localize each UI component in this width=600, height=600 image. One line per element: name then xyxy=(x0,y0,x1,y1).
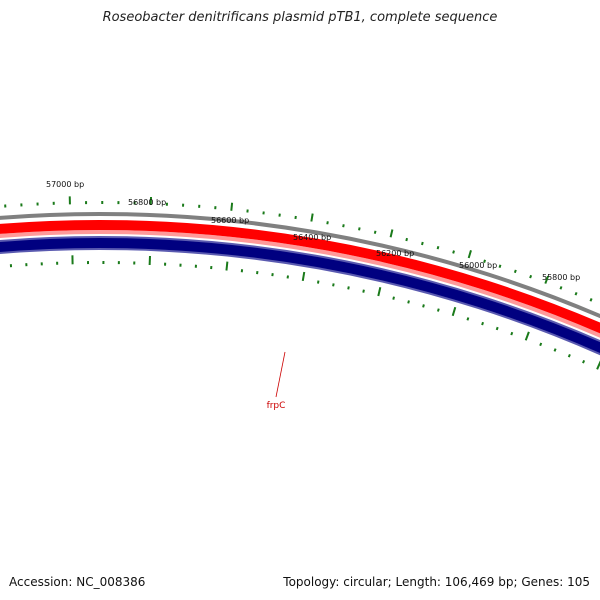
ruler-minor-tick xyxy=(582,359,586,364)
ruler-major-tick xyxy=(301,271,306,282)
ruler-minor-tick xyxy=(373,230,377,234)
ruler-minor-tick xyxy=(495,326,499,331)
ruler-minor-tick xyxy=(553,348,557,352)
accession-text: Accession: NC_008386 xyxy=(9,575,146,589)
ruler-major-tick xyxy=(389,229,394,238)
gene-label-frpC[interactable]: frpC xyxy=(267,401,286,411)
ruler-minor-tick xyxy=(421,241,424,246)
ruler-label: 56400 bp xyxy=(293,233,331,242)
ruler-minor-tick xyxy=(358,227,361,231)
ruler-minor-tick xyxy=(589,298,593,302)
ruler-minor-tick xyxy=(539,342,543,347)
ruler-major-tick xyxy=(451,306,457,317)
gene-label-leader xyxy=(275,351,286,398)
ruler-minor-tick xyxy=(326,221,329,225)
ruler-major-tick xyxy=(310,213,314,222)
ruler-major-tick xyxy=(230,202,234,211)
ruler-minor-tick xyxy=(422,304,425,308)
ruler-minor-tick xyxy=(510,331,514,336)
ruler-major-tick xyxy=(225,261,229,271)
backbone-track xyxy=(0,212,600,319)
ruler-minor-tick xyxy=(513,269,517,274)
ruler-minor-tick xyxy=(481,321,484,326)
ruler-major-tick xyxy=(524,331,530,341)
ruler-minor-tick xyxy=(436,308,440,312)
ruler-minor-tick xyxy=(362,289,365,293)
gene-frpC[interactable]: frpC xyxy=(267,351,286,411)
reverse-strand-edge xyxy=(0,236,600,356)
ruler-major-tick xyxy=(544,275,550,284)
ruler-labels: 57000 bp 56800 bp 56600 bp 56400 bp 5620… xyxy=(46,180,580,282)
ruler-major-tick xyxy=(467,250,472,259)
ruler-minor-tick xyxy=(332,283,335,287)
ruler-minor-tick xyxy=(347,286,350,290)
ruler-minor-tick xyxy=(405,237,409,242)
sequence-bands xyxy=(0,212,600,432)
ruler-label: 56000 bp xyxy=(459,261,497,270)
ruler-minor-tick xyxy=(316,280,320,284)
ruler-label: 57000 bp xyxy=(46,180,84,189)
ruler-minor-tick xyxy=(529,274,533,279)
reverse-strand-track[interactable] xyxy=(0,238,600,432)
ruler-ticks-outer xyxy=(4,196,593,302)
ruler-minor-tick xyxy=(452,250,455,254)
ruler-label: 56600 bp xyxy=(211,216,249,225)
ruler-label: 56800 bp xyxy=(128,198,166,207)
ruler-minor-tick xyxy=(483,259,486,264)
ruler-minor-tick xyxy=(436,245,440,250)
ruler-minor-tick xyxy=(559,286,563,290)
forward-strand-highlight xyxy=(0,230,600,338)
ruler-minor-tick xyxy=(342,224,345,228)
ruler-minor-tick xyxy=(466,317,470,321)
ruler-ticks-inner xyxy=(9,255,600,370)
map-title: Roseobacter denitrificans plasmid pTB1, … xyxy=(102,10,498,25)
forward-strand-track[interactable] xyxy=(0,220,600,417)
ruler-major-tick xyxy=(596,360,600,370)
ruler-minor-tick xyxy=(498,264,502,268)
ruler-minor-tick xyxy=(574,291,578,296)
ruler-minor-tick xyxy=(407,300,410,304)
ruler-minor-tick xyxy=(567,354,571,358)
ruler-label: 55800 bp xyxy=(542,273,580,282)
ruler-minor-tick xyxy=(392,296,395,300)
topology-summary: Topology: circular; Length: 106,469 bp; … xyxy=(283,575,590,589)
ruler-major-tick xyxy=(377,287,382,297)
ruler-label: 56200 bp xyxy=(376,249,414,258)
